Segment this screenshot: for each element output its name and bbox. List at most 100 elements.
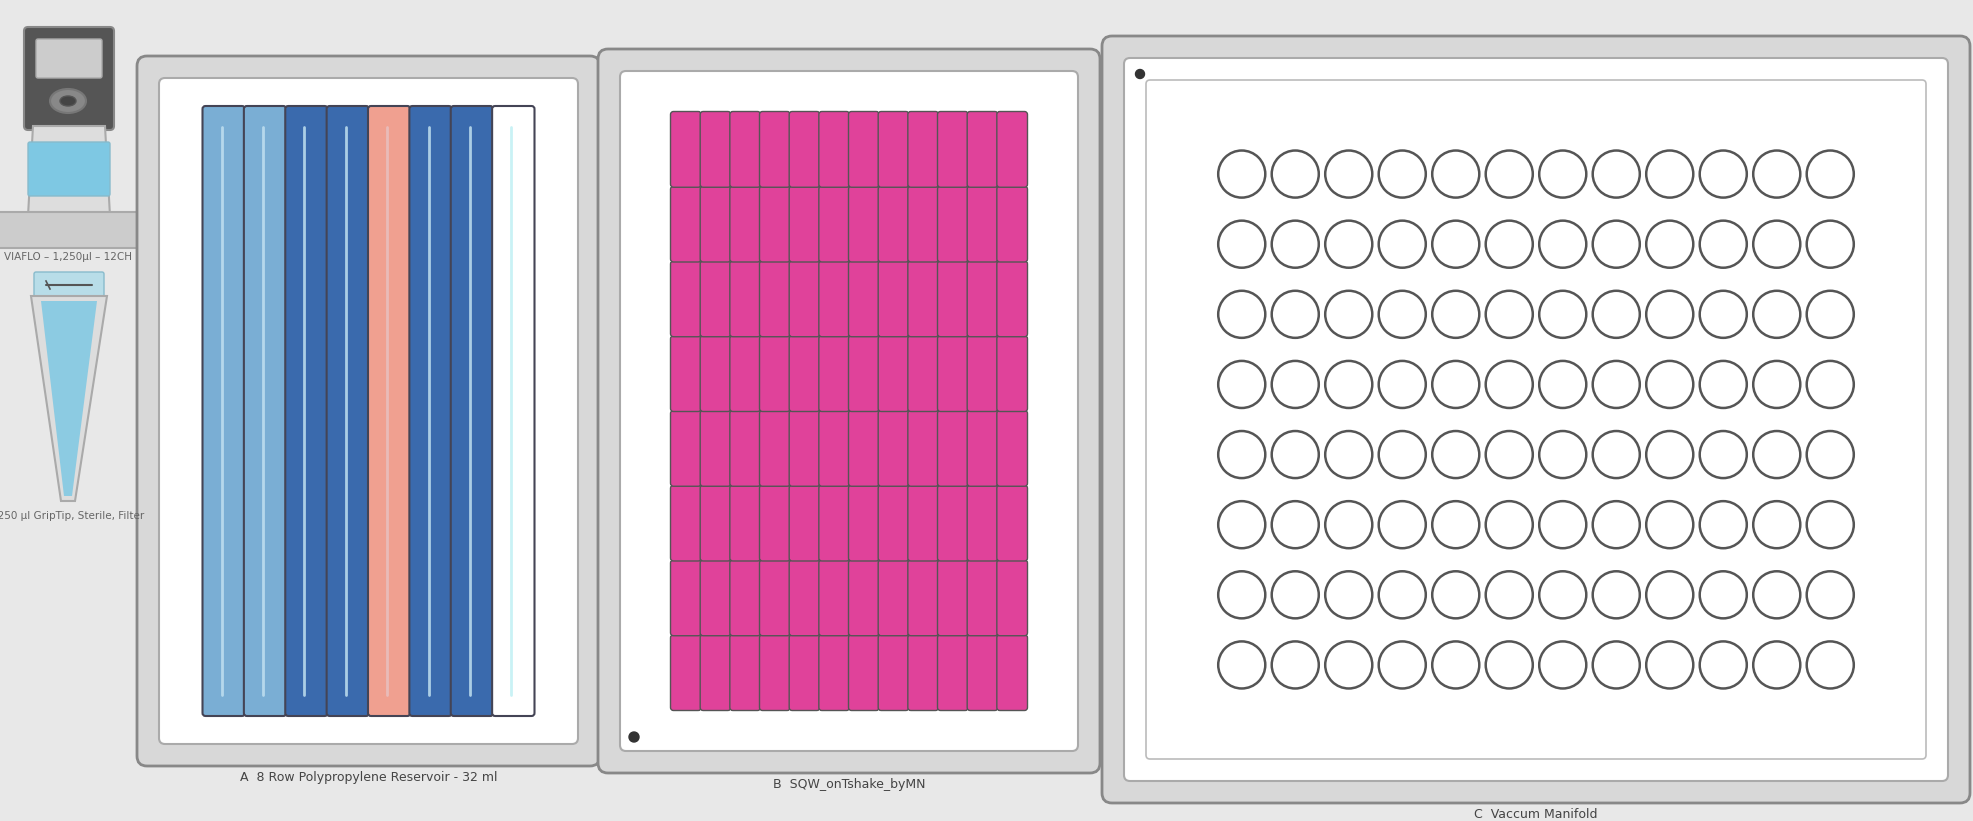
Circle shape <box>1324 641 1371 689</box>
FancyBboxPatch shape <box>967 635 996 710</box>
FancyBboxPatch shape <box>730 336 760 411</box>
FancyBboxPatch shape <box>937 112 967 187</box>
FancyBboxPatch shape <box>0 212 148 248</box>
Circle shape <box>1377 571 1425 618</box>
FancyBboxPatch shape <box>996 186 1028 262</box>
FancyBboxPatch shape <box>937 635 967 710</box>
Circle shape <box>1432 361 1478 408</box>
Circle shape <box>1432 221 1478 268</box>
Circle shape <box>1324 150 1371 198</box>
Polygon shape <box>28 126 110 216</box>
FancyBboxPatch shape <box>203 106 245 716</box>
FancyBboxPatch shape <box>937 485 967 561</box>
FancyBboxPatch shape <box>1101 36 1969 803</box>
Circle shape <box>1752 221 1799 268</box>
FancyBboxPatch shape <box>878 635 908 710</box>
Circle shape <box>1752 641 1799 689</box>
FancyBboxPatch shape <box>789 635 819 710</box>
Circle shape <box>1217 150 1265 198</box>
FancyBboxPatch shape <box>967 485 996 561</box>
FancyBboxPatch shape <box>996 410 1028 486</box>
FancyBboxPatch shape <box>450 106 493 716</box>
FancyBboxPatch shape <box>878 410 908 486</box>
FancyBboxPatch shape <box>671 485 700 561</box>
FancyBboxPatch shape <box>908 261 937 337</box>
Circle shape <box>1645 361 1693 408</box>
Circle shape <box>629 732 639 742</box>
FancyBboxPatch shape <box>908 410 937 486</box>
FancyBboxPatch shape <box>789 336 819 411</box>
Circle shape <box>1324 291 1371 338</box>
Circle shape <box>1645 571 1693 618</box>
FancyBboxPatch shape <box>967 112 996 187</box>
Circle shape <box>1432 291 1478 338</box>
Circle shape <box>1271 361 1318 408</box>
FancyBboxPatch shape <box>908 186 937 262</box>
FancyBboxPatch shape <box>160 78 578 744</box>
FancyBboxPatch shape <box>620 71 1077 751</box>
FancyBboxPatch shape <box>967 186 996 262</box>
FancyBboxPatch shape <box>700 186 730 262</box>
Text: A  8 Row Polypropylene Reservoir - 32 ml: A 8 Row Polypropylene Reservoir - 32 ml <box>239 771 497 784</box>
Circle shape <box>1539 150 1586 198</box>
FancyBboxPatch shape <box>967 410 996 486</box>
FancyBboxPatch shape <box>878 186 908 262</box>
FancyBboxPatch shape <box>789 186 819 262</box>
Circle shape <box>1645 291 1693 338</box>
Circle shape <box>1432 431 1478 478</box>
FancyBboxPatch shape <box>937 186 967 262</box>
FancyBboxPatch shape <box>937 336 967 411</box>
FancyBboxPatch shape <box>848 485 878 561</box>
Circle shape <box>1432 571 1478 618</box>
FancyBboxPatch shape <box>36 39 103 78</box>
FancyBboxPatch shape <box>671 186 700 262</box>
FancyBboxPatch shape <box>730 261 760 337</box>
FancyBboxPatch shape <box>286 106 328 716</box>
FancyBboxPatch shape <box>937 560 967 635</box>
Circle shape <box>1271 501 1318 548</box>
FancyBboxPatch shape <box>789 410 819 486</box>
Text: C  Vaccum Manifold: C Vaccum Manifold <box>1474 808 1596 821</box>
Circle shape <box>1645 221 1693 268</box>
Circle shape <box>1592 221 1640 268</box>
FancyBboxPatch shape <box>996 261 1028 337</box>
Ellipse shape <box>59 96 77 106</box>
FancyBboxPatch shape <box>878 560 908 635</box>
FancyBboxPatch shape <box>730 635 760 710</box>
Circle shape <box>1271 641 1318 689</box>
Circle shape <box>1805 571 1853 618</box>
Ellipse shape <box>49 89 87 113</box>
FancyBboxPatch shape <box>326 106 369 716</box>
FancyBboxPatch shape <box>730 485 760 561</box>
Circle shape <box>1271 571 1318 618</box>
Circle shape <box>1432 150 1478 198</box>
Circle shape <box>1699 431 1746 478</box>
FancyBboxPatch shape <box>730 112 760 187</box>
Circle shape <box>1699 641 1746 689</box>
Circle shape <box>1752 291 1799 338</box>
Circle shape <box>1217 291 1265 338</box>
Circle shape <box>1377 431 1425 478</box>
Circle shape <box>1752 571 1799 618</box>
Circle shape <box>1271 221 1318 268</box>
FancyBboxPatch shape <box>819 485 848 561</box>
FancyBboxPatch shape <box>136 56 600 766</box>
Circle shape <box>1699 501 1746 548</box>
Circle shape <box>1217 501 1265 548</box>
FancyBboxPatch shape <box>700 560 730 635</box>
FancyBboxPatch shape <box>700 261 730 337</box>
Circle shape <box>1805 150 1853 198</box>
Circle shape <box>1645 641 1693 689</box>
FancyBboxPatch shape <box>996 112 1028 187</box>
FancyBboxPatch shape <box>760 410 789 486</box>
Circle shape <box>1539 501 1586 548</box>
FancyBboxPatch shape <box>819 186 848 262</box>
Circle shape <box>1539 361 1586 408</box>
FancyBboxPatch shape <box>671 261 700 337</box>
FancyBboxPatch shape <box>730 410 760 486</box>
FancyBboxPatch shape <box>760 261 789 337</box>
FancyBboxPatch shape <box>908 635 937 710</box>
FancyBboxPatch shape <box>28 142 110 196</box>
Circle shape <box>1752 150 1799 198</box>
FancyBboxPatch shape <box>967 560 996 635</box>
